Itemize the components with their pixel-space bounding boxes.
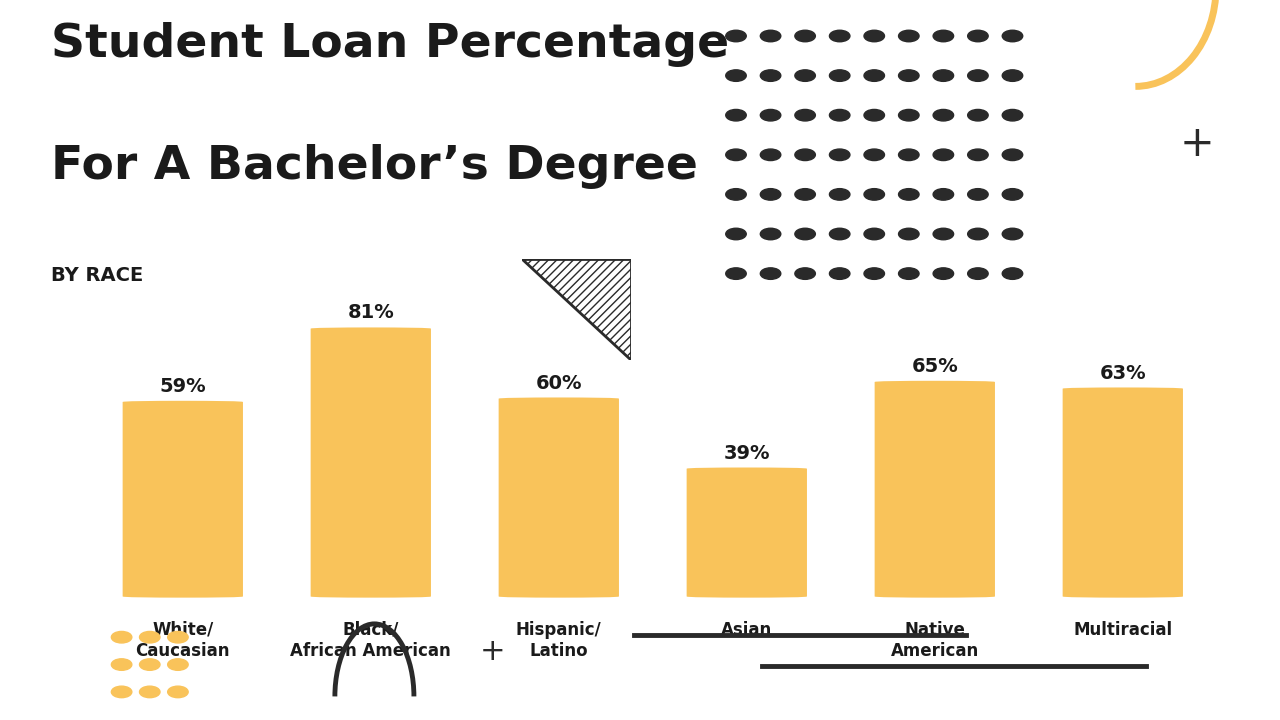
- Polygon shape: [522, 259, 631, 360]
- FancyBboxPatch shape: [874, 381, 995, 598]
- Text: Hispanic/
Latino: Hispanic/ Latino: [516, 621, 602, 660]
- Text: Black/
African American: Black/ African American: [291, 621, 451, 660]
- Text: BY RACE: BY RACE: [51, 266, 143, 285]
- Text: 39%: 39%: [723, 444, 771, 462]
- Text: 81%: 81%: [347, 304, 394, 323]
- Text: Native
American: Native American: [891, 621, 979, 660]
- Text: 65%: 65%: [911, 357, 959, 376]
- Text: +: +: [480, 637, 506, 666]
- Text: Multiracial: Multiracial: [1073, 621, 1172, 639]
- FancyBboxPatch shape: [686, 467, 806, 598]
- FancyBboxPatch shape: [123, 401, 243, 598]
- FancyBboxPatch shape: [499, 397, 620, 598]
- FancyBboxPatch shape: [1062, 387, 1183, 598]
- Text: For A Bachelor’s Degree: For A Bachelor’s Degree: [51, 144, 698, 189]
- Text: 59%: 59%: [160, 377, 206, 396]
- Text: +: +: [1179, 123, 1215, 165]
- Text: 63%: 63%: [1100, 364, 1146, 382]
- Text: 60%: 60%: [535, 374, 582, 392]
- Text: Student Loan Percentage: Student Loan Percentage: [51, 22, 730, 67]
- Text: Asian: Asian: [721, 621, 772, 639]
- Text: White/
Caucasian: White/ Caucasian: [136, 621, 230, 660]
- FancyBboxPatch shape: [311, 328, 431, 598]
